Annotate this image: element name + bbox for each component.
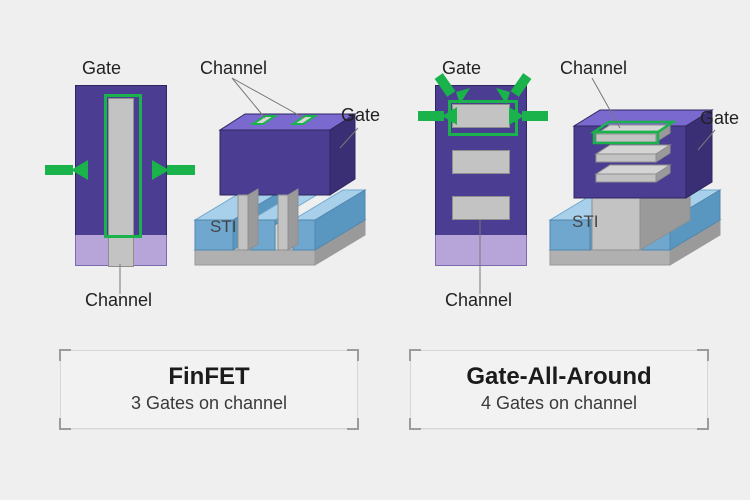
gaa-title: Gate-All-Around (419, 363, 699, 391)
finfet-title-box: FinFET 3 Gates on channel (60, 350, 358, 429)
finfet-subtitle: 3 Gates on channel (69, 393, 349, 414)
gaa-title-box: Gate-All-Around 4 Gates on channel (410, 350, 708, 429)
diagram-canvas: Gate Channel Gate STI Channel (0, 0, 750, 500)
finfet-title: FinFET (69, 363, 349, 391)
finfet-leaders (0, 0, 400, 320)
gaa-leaders (400, 0, 750, 320)
gaa-subtitle: 4 Gates on channel (419, 393, 699, 414)
